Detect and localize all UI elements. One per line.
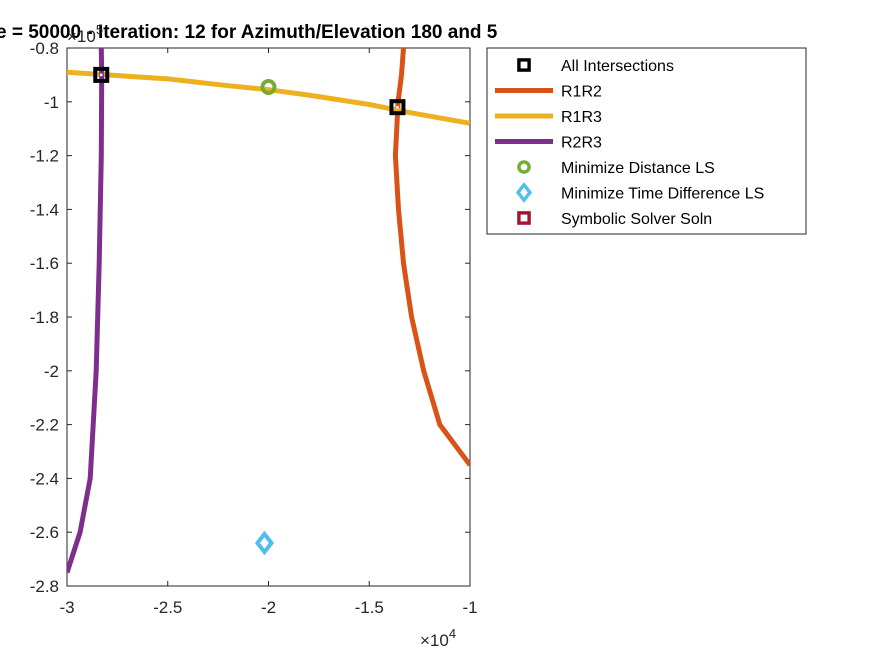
legend-swatch-minimize-time-difference-ls-outline: [515, 182, 533, 203]
x-tick-label: -1.5: [355, 598, 384, 617]
marker-all-intersections: [93, 66, 110, 83]
plot-area: [67, 48, 470, 574]
y-exponent-base: ×10: [67, 27, 96, 46]
svg-text:×105: ×105: [67, 22, 103, 46]
y-tick-label: -1: [44, 93, 59, 112]
marker-all-intersections-center: [396, 105, 399, 109]
x-tick-label: -1: [462, 598, 477, 617]
legend-item-symbolic-solver-soln: Symbolic Solver Soln: [517, 211, 712, 228]
y-tick-label: -0.8: [30, 39, 59, 58]
marker-all-intersections-outline: [389, 99, 406, 116]
y-exponent-power: 5: [96, 22, 103, 37]
axes-box: [66, 47, 471, 587]
axis-ticks: -3 -2.5 -2 -1.5 -1 -2.8 -2.6 -2.4 -2.2 -2 -1.8 -1.6…: [30, 39, 478, 617]
y-tick-label: -2.2: [30, 416, 59, 435]
legend-item-r1r3: R1R3: [495, 109, 602, 126]
marker-minimize-distance-ls: [260, 79, 277, 96]
legend-swatch-minimize-distance-ls-ring: [517, 160, 531, 174]
y-tick-label: -1.4: [30, 200, 59, 219]
y-exponent-label: ×105: [67, 22, 103, 46]
legend-item-minimize-distance-ls: Minimize Distance LS: [517, 160, 715, 177]
legend-swatch-all-intersections: [517, 58, 531, 72]
y-tick-label: -2: [44, 362, 59, 381]
legend: All Intersections R1R2 R1R3 R2R3 Minimize Di…: [486, 47, 807, 235]
x-tick-label: -2.5: [153, 598, 182, 617]
legend-swatch-all-intersections-center: [522, 63, 526, 67]
marker-minimize-distance-ls-ring: [260, 79, 277, 96]
y-tick-label: -1.8: [30, 308, 59, 327]
marker-minimize-time-difference-ls-outline: [254, 530, 275, 556]
legend-item-r1r2: R1R2: [495, 84, 602, 101]
svg-text:×104: ×104: [420, 626, 456, 650]
marker-minimize-time-difference-ls: [254, 530, 275, 556]
marker-all-intersections-center: [100, 73, 103, 77]
x-exponent-power: 4: [449, 626, 456, 641]
x-exponent-base: ×10: [420, 631, 449, 650]
legend-swatch-minimize-distance-ls: [517, 160, 531, 174]
legend-label-minimize-time-difference-ls: Minimize Time Difference LS: [561, 186, 764, 203]
legend-label-all-intersections: All Intersections: [561, 58, 674, 75]
x-tick-label: -2: [261, 598, 276, 617]
legend-item-all-intersections: All Intersections: [517, 58, 674, 75]
legend-items: All Intersections R1R2 R1R3 R2R3 Minimize Di…: [495, 58, 764, 228]
x-exponent-label: ×104: [420, 626, 456, 650]
legend-swatch-minimize-time-difference-ls: [515, 182, 533, 203]
legend-label-r1r3: R1R3: [561, 109, 602, 126]
series-r1r3-line: [67, 69, 470, 126]
y-tick-label: -2.6: [30, 523, 59, 542]
chart-title: e = 50000 - Iteration: 12 for Azimuth/El…: [0, 22, 498, 43]
series-r2r3-line: [67, 48, 105, 574]
legend-label-r1r2: R1R2: [561, 84, 602, 101]
legend-label-minimize-distance-ls: Minimize Distance LS: [561, 160, 715, 177]
y-tick-label: -1.6: [30, 254, 59, 273]
legend-item-minimize-time-difference-ls: Minimize Time Difference LS: [515, 182, 764, 203]
legend-label-symbolic-solver-soln: Symbolic Solver Soln: [561, 211, 712, 228]
y-tick-label: -1.2: [30, 147, 59, 166]
y-tick-label: -2.8: [30, 577, 59, 596]
marker-all-intersections: [389, 99, 406, 116]
y-tick-label: -2.4: [30, 469, 59, 488]
legend-swatch-symbolic-solver-soln-center: [522, 216, 526, 220]
marker-all-intersections-outline: [93, 66, 110, 83]
legend-swatch-symbolic-solver-soln: [517, 211, 531, 225]
legend-swatch-all-intersections-outline: [517, 58, 531, 72]
legend-item-r2r3: R2R3: [495, 135, 602, 152]
series-r1r2-line: [392, 48, 470, 467]
legend-label-r2r3: R2R3: [561, 135, 602, 152]
legend-swatch-symbolic-solver-soln-outline: [517, 211, 531, 225]
x-tick-label: -3: [59, 598, 74, 617]
markers-area: [93, 66, 406, 556]
